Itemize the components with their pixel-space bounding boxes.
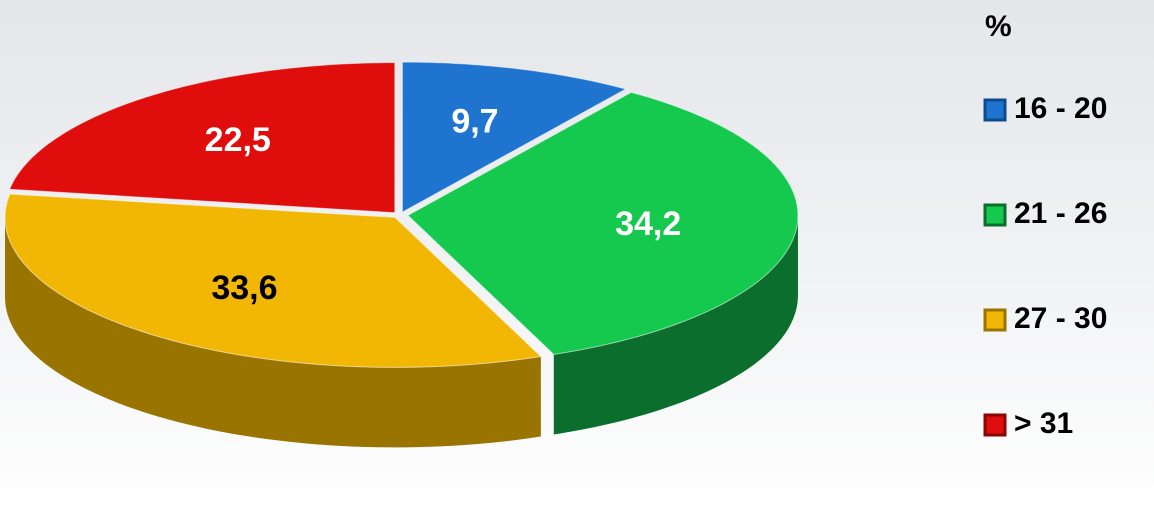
slice-side [5, 217, 541, 448]
legend-label: 27 - 30 [1014, 302, 1107, 335]
slice-label: 9,7 [451, 102, 498, 140]
pie-sides [5, 215, 798, 448]
slice-label: 22,5 [205, 121, 271, 159]
slice-label: 34,2 [615, 205, 681, 243]
legend-label: 16 - 20 [1014, 92, 1107, 125]
legend-swatch [983, 98, 1007, 122]
legend-label: > 31 [1014, 407, 1073, 440]
slice [4, 193, 542, 368]
slice [407, 91, 799, 355]
slice-labels: 9,7 34,2 33,6 22,5 [205, 102, 682, 307]
slice-label: 33,6 [211, 269, 277, 307]
legend-swatch [983, 203, 1007, 227]
slice-side [553, 215, 798, 435]
slice [8, 62, 396, 214]
legend-label: 21 - 26 [1014, 197, 1107, 230]
pie-tops [4, 61, 799, 368]
legend-swatch [983, 413, 1007, 437]
legend-swatch [983, 308, 1007, 332]
slice [401, 61, 627, 213]
legend: % 16 - 20 21 - 26 27 - 30 > 31 [983, 10, 1107, 440]
legend-title: % [985, 10, 1012, 43]
